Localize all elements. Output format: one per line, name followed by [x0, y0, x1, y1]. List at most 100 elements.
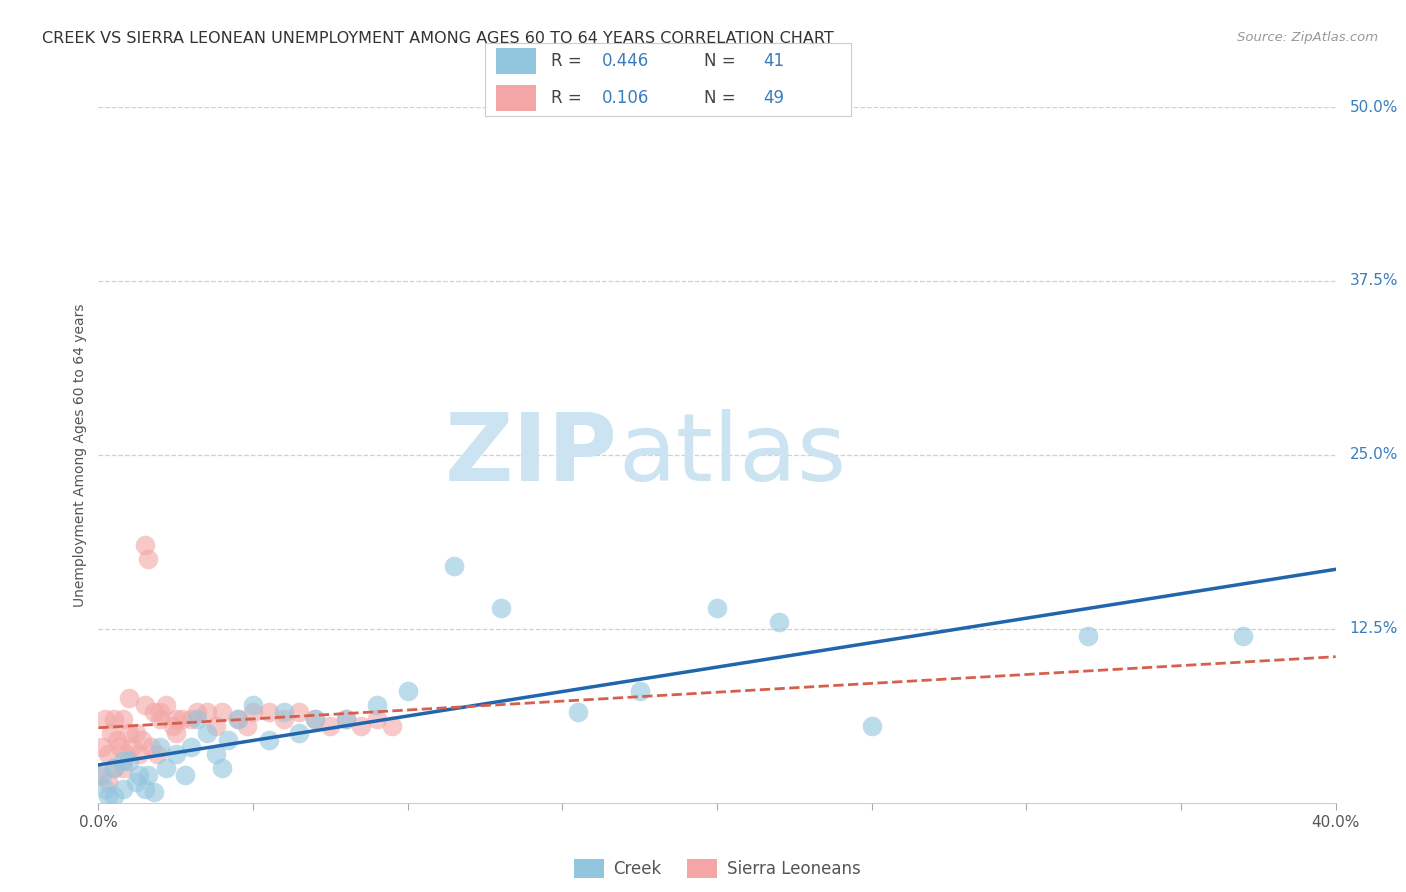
Y-axis label: Unemployment Among Ages 60 to 64 years: Unemployment Among Ages 60 to 64 years — [73, 303, 87, 607]
Point — [105, 733, 128, 747]
Point — [103, 712, 125, 726]
Point — [304, 712, 326, 726]
Point — [288, 726, 311, 740]
Point — [134, 698, 156, 713]
Point — [489, 601, 512, 615]
Point — [128, 747, 150, 761]
Point — [165, 747, 187, 761]
Point — [257, 706, 280, 720]
Point — [396, 684, 419, 698]
Point — [273, 706, 295, 720]
Point — [93, 712, 115, 726]
Point — [108, 740, 131, 755]
Point — [90, 768, 112, 782]
Point — [128, 768, 150, 782]
Text: CREEK VS SIERRA LEONEAN UNEMPLOYMENT AMONG AGES 60 TO 64 YEARS CORRELATION CHART: CREEK VS SIERRA LEONEAN UNEMPLOYMENT AMO… — [42, 31, 834, 46]
Point — [304, 712, 326, 726]
Point — [165, 712, 187, 726]
Text: 12.5%: 12.5% — [1350, 622, 1398, 636]
Legend: Creek, Sierra Leoneans: Creek, Sierra Leoneans — [567, 853, 868, 885]
Text: atlas: atlas — [619, 409, 846, 501]
Text: Source: ZipAtlas.com: Source: ZipAtlas.com — [1237, 31, 1378, 45]
Text: R =: R = — [551, 52, 582, 70]
Point — [257, 733, 280, 747]
Text: 41: 41 — [763, 52, 785, 70]
Point — [628, 684, 651, 698]
Point — [768, 615, 790, 629]
Point — [97, 775, 120, 789]
Point — [319, 719, 342, 733]
Point — [146, 747, 169, 761]
Point — [226, 712, 249, 726]
Point — [124, 775, 146, 789]
Point — [143, 706, 166, 720]
Point — [149, 706, 172, 720]
Point — [170, 712, 193, 726]
Point — [124, 726, 146, 740]
Text: 25.0%: 25.0% — [1350, 448, 1398, 462]
Point — [90, 740, 112, 755]
Point — [366, 712, 388, 726]
Point — [1232, 629, 1254, 643]
Point — [121, 740, 143, 755]
Point — [366, 698, 388, 713]
FancyBboxPatch shape — [496, 48, 536, 74]
Point — [180, 740, 202, 755]
Point — [100, 726, 122, 740]
Text: 50.0%: 50.0% — [1350, 100, 1398, 114]
Point — [155, 698, 177, 713]
Point — [335, 712, 357, 726]
Point — [186, 712, 208, 726]
Point — [103, 761, 125, 775]
Point — [136, 768, 159, 782]
Text: 0.106: 0.106 — [602, 88, 650, 107]
Text: R =: R = — [551, 88, 582, 107]
Point — [236, 719, 259, 733]
Point — [350, 719, 373, 733]
Text: N =: N = — [704, 52, 735, 70]
Point — [103, 789, 125, 803]
Point — [155, 761, 177, 775]
Text: N =: N = — [704, 88, 735, 107]
Point — [226, 712, 249, 726]
Point — [112, 761, 135, 775]
Point — [112, 781, 135, 796]
Point — [186, 706, 208, 720]
Point — [195, 706, 218, 720]
Point — [195, 726, 218, 740]
Point — [87, 768, 110, 782]
Point — [93, 781, 115, 796]
Text: 0.446: 0.446 — [602, 52, 650, 70]
Point — [381, 719, 404, 733]
Point — [217, 733, 239, 747]
Point — [97, 747, 120, 761]
Point — [288, 706, 311, 720]
Point — [165, 726, 187, 740]
Point — [139, 740, 162, 755]
Point — [443, 559, 465, 574]
Point — [211, 761, 233, 775]
Point — [118, 754, 141, 768]
Point — [134, 781, 156, 796]
Point — [205, 719, 228, 733]
Point — [112, 712, 135, 726]
Point — [273, 712, 295, 726]
Point — [112, 754, 135, 768]
Point — [567, 706, 589, 720]
Point — [103, 761, 125, 775]
Point — [149, 712, 172, 726]
Point — [180, 712, 202, 726]
FancyBboxPatch shape — [496, 85, 536, 111]
Point — [115, 747, 138, 761]
Point — [149, 740, 172, 755]
Point — [205, 747, 228, 761]
Point — [335, 712, 357, 726]
Point — [118, 691, 141, 706]
Point — [211, 706, 233, 720]
Point — [162, 719, 184, 733]
Point — [97, 789, 120, 803]
Point — [242, 706, 264, 720]
Point — [118, 726, 141, 740]
Point — [860, 719, 883, 733]
Point — [242, 698, 264, 713]
